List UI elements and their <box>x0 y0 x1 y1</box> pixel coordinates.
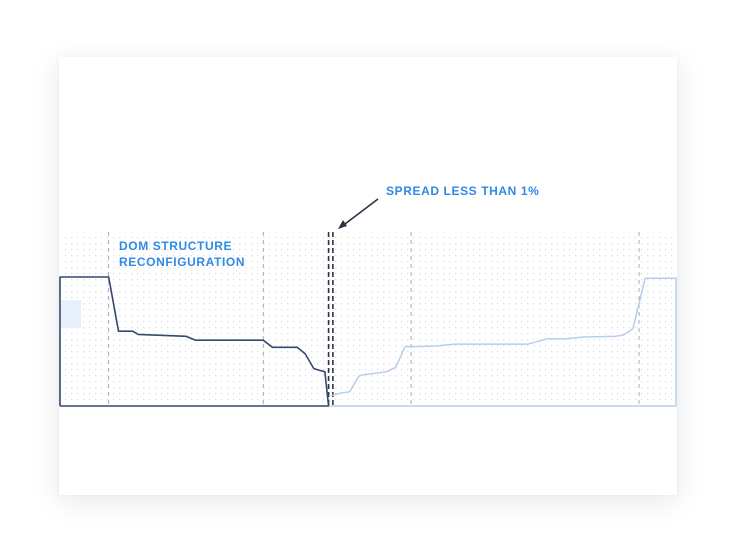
dom-structure-label-line1: DOM STRUCTURE <box>119 239 232 253</box>
dom-structure-label-line2: RECONFIGURATION <box>119 255 245 269</box>
dot-grid <box>60 232 676 406</box>
spread-arrow-head <box>338 220 347 229</box>
series-layer <box>59 276 677 407</box>
grid-layer <box>60 232 676 407</box>
annotation-layer: DOM STRUCTURE RECONFIGURATION SPREAD LES… <box>119 184 539 269</box>
spread-label: SPREAD LESS THAN 1% <box>386 184 539 198</box>
line-chart: DOM STRUCTURE RECONFIGURATION SPREAD LES… <box>59 184 677 407</box>
spread-arrow-line <box>340 198 379 228</box>
guide-layer <box>108 232 640 406</box>
chart-card: DOM STRUCTURE RECONFIGURATION SPREAD LES… <box>59 57 677 495</box>
left-highlight <box>61 300 81 329</box>
series-dark-line <box>59 276 330 407</box>
series-light-line <box>330 277 677 407</box>
